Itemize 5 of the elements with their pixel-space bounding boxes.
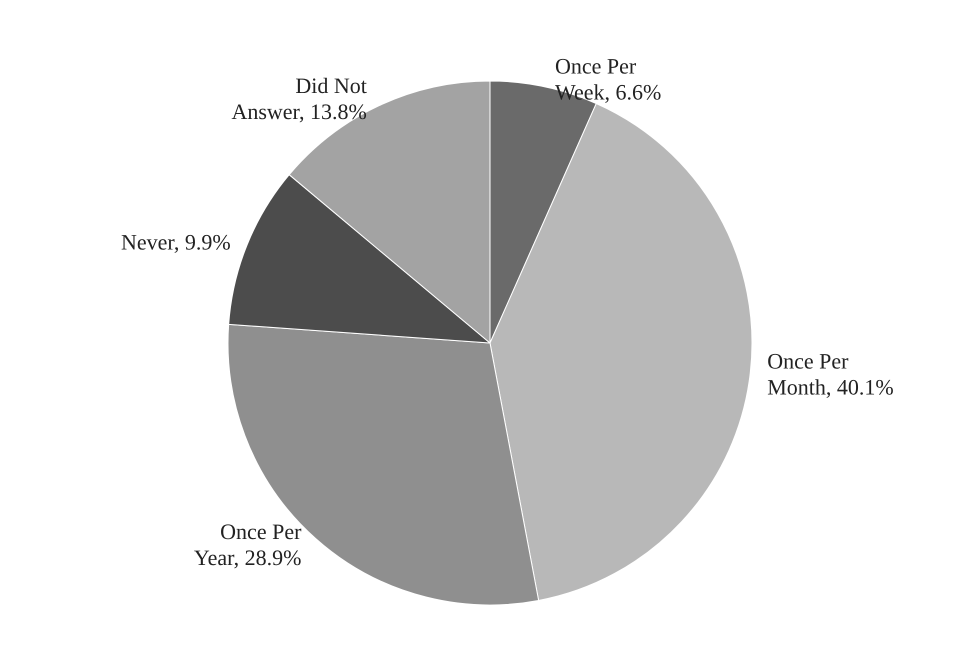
slice-label: Never, 9.9% — [121, 229, 231, 254]
slice-label: Once Per Month, 40.1% — [767, 348, 894, 400]
slice-label: Once Per Week, 6.6% — [554, 53, 662, 104]
slice-label: Did Not Answer, 13.8% — [231, 72, 367, 124]
slice-label: Once Per Year, 28.9% — [194, 519, 302, 570]
